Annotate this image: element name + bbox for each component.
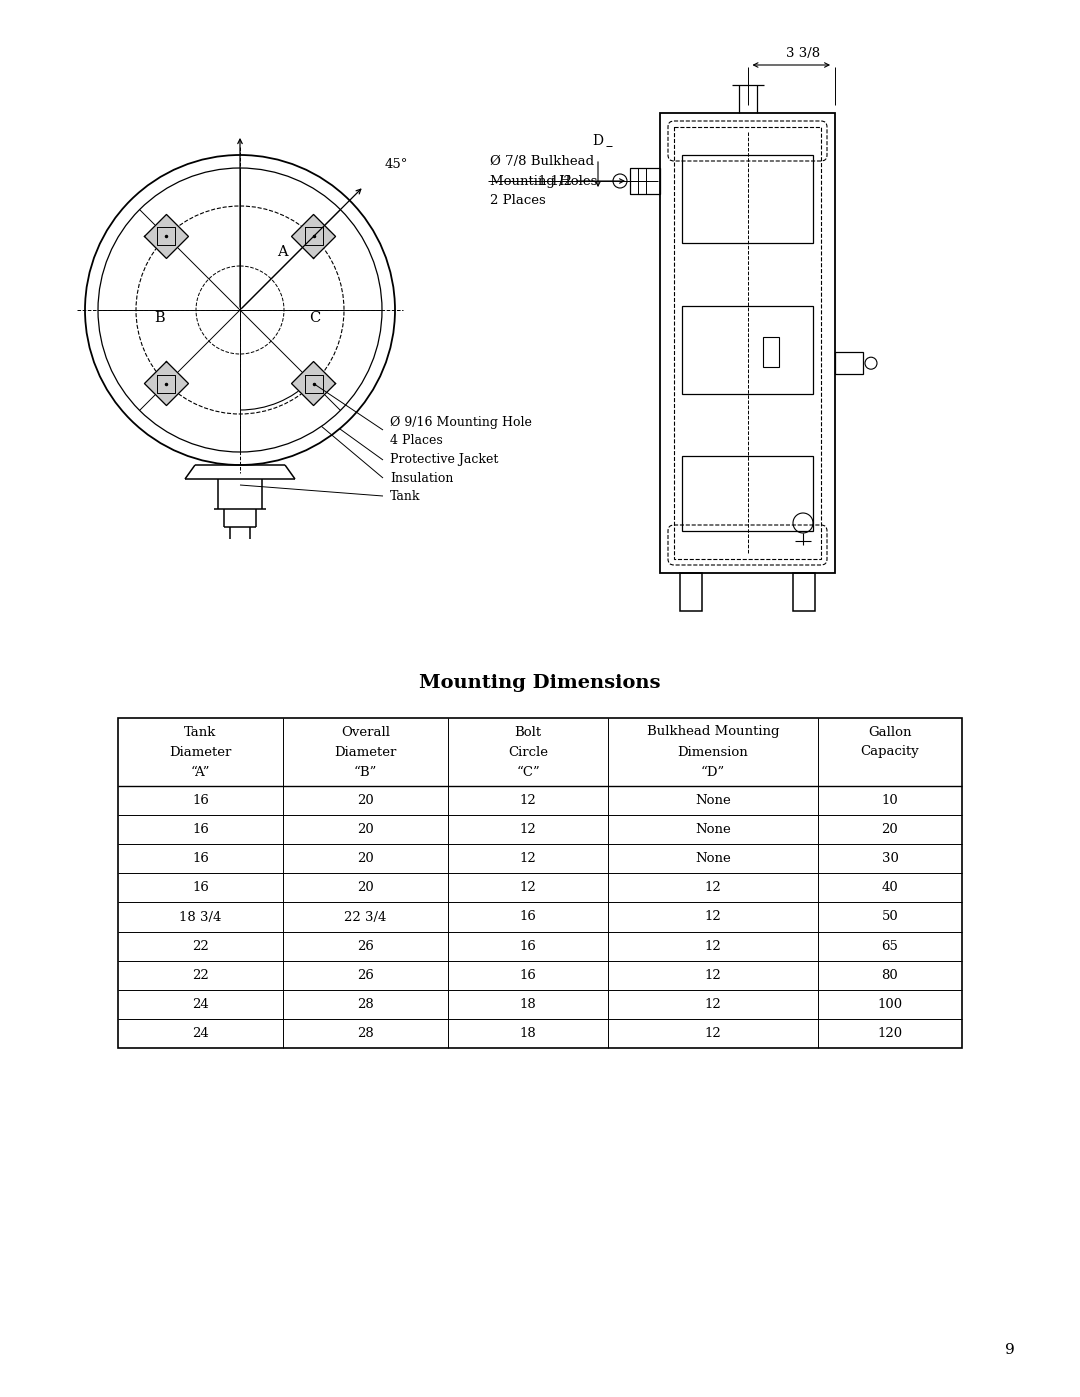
Text: 28: 28 bbox=[357, 1027, 374, 1039]
Text: 26: 26 bbox=[357, 968, 374, 982]
Text: 120: 120 bbox=[877, 1027, 903, 1039]
Text: 30: 30 bbox=[881, 852, 899, 865]
Text: 16: 16 bbox=[519, 940, 537, 953]
Text: 12: 12 bbox=[704, 1027, 721, 1039]
Polygon shape bbox=[145, 362, 189, 405]
Text: “C”: “C” bbox=[516, 766, 540, 778]
Text: Protective Jacket: Protective Jacket bbox=[390, 454, 498, 467]
Text: 22 3/4: 22 3/4 bbox=[345, 911, 387, 923]
Polygon shape bbox=[292, 362, 336, 405]
Text: 16: 16 bbox=[192, 823, 208, 837]
Text: 26: 26 bbox=[357, 940, 374, 953]
Text: 18 3/4: 18 3/4 bbox=[179, 911, 221, 923]
Text: 4 Places: 4 Places bbox=[390, 433, 443, 447]
Text: None: None bbox=[696, 852, 731, 865]
Text: 16: 16 bbox=[192, 882, 208, 894]
Text: “A”: “A” bbox=[191, 766, 211, 778]
Bar bbox=[681, 455, 813, 531]
Text: 9: 9 bbox=[1005, 1343, 1015, 1356]
Text: None: None bbox=[696, 793, 731, 807]
Text: D: D bbox=[593, 134, 604, 148]
Text: Ø 7/8 Bulkhead: Ø 7/8 Bulkhead bbox=[490, 155, 594, 168]
Text: Ø 9/16 Mounting Hole: Ø 9/16 Mounting Hole bbox=[390, 415, 531, 429]
Text: 20: 20 bbox=[357, 823, 374, 837]
Bar bbox=[835, 352, 863, 374]
Text: Tank: Tank bbox=[185, 725, 217, 739]
Bar bbox=[681, 306, 813, 394]
Bar bbox=[660, 113, 835, 573]
Text: 28: 28 bbox=[357, 997, 374, 1011]
Text: 16: 16 bbox=[192, 852, 208, 865]
Text: 24: 24 bbox=[192, 1027, 208, 1039]
Bar bbox=[674, 127, 821, 559]
Text: Bulkhead Mounting: Bulkhead Mounting bbox=[647, 725, 780, 739]
Text: Gallon: Gallon bbox=[868, 725, 912, 739]
Text: 16: 16 bbox=[519, 911, 537, 923]
Text: Bolt: Bolt bbox=[514, 725, 541, 739]
Text: B: B bbox=[154, 312, 165, 326]
Text: 3 3/8: 3 3/8 bbox=[786, 46, 821, 60]
Text: 16: 16 bbox=[519, 968, 537, 982]
Text: C: C bbox=[309, 312, 321, 326]
Text: 45°: 45° bbox=[384, 158, 408, 172]
Text: 18: 18 bbox=[519, 1027, 537, 1039]
Text: 1 1/2: 1 1/2 bbox=[538, 175, 572, 187]
Text: 20: 20 bbox=[357, 793, 374, 807]
Text: Diameter: Diameter bbox=[170, 746, 232, 759]
Text: 65: 65 bbox=[881, 940, 899, 953]
Text: 50: 50 bbox=[881, 911, 899, 923]
Text: 20: 20 bbox=[357, 882, 374, 894]
Text: “D”: “D” bbox=[701, 766, 725, 778]
Text: 80: 80 bbox=[881, 968, 899, 982]
Polygon shape bbox=[292, 215, 336, 258]
Text: 20: 20 bbox=[357, 852, 374, 865]
Text: Mounting Dimensions: Mounting Dimensions bbox=[419, 673, 661, 692]
Text: 22: 22 bbox=[192, 968, 208, 982]
Text: 12: 12 bbox=[519, 852, 537, 865]
Text: 100: 100 bbox=[877, 997, 903, 1011]
Text: Diameter: Diameter bbox=[335, 746, 396, 759]
Text: A: A bbox=[276, 244, 287, 258]
Bar bbox=[118, 718, 962, 1048]
Text: 24: 24 bbox=[192, 997, 208, 1011]
Text: 40: 40 bbox=[881, 882, 899, 894]
Polygon shape bbox=[145, 215, 189, 258]
Text: 12: 12 bbox=[704, 911, 721, 923]
Text: 12: 12 bbox=[704, 882, 721, 894]
Bar bbox=[680, 573, 702, 610]
Text: Insulation: Insulation bbox=[390, 472, 454, 485]
Text: Mounting Holes: Mounting Holes bbox=[490, 175, 597, 187]
Text: Tank: Tank bbox=[390, 489, 420, 503]
Text: 12: 12 bbox=[519, 882, 537, 894]
Text: Overall: Overall bbox=[341, 725, 390, 739]
Bar bbox=[793, 573, 815, 610]
Text: None: None bbox=[696, 823, 731, 837]
Text: 22: 22 bbox=[192, 940, 208, 953]
Text: 12: 12 bbox=[704, 997, 721, 1011]
Text: Circle: Circle bbox=[508, 746, 548, 759]
Text: “B”: “B” bbox=[354, 766, 377, 778]
Text: Dimension: Dimension bbox=[677, 746, 748, 759]
Text: 16: 16 bbox=[192, 793, 208, 807]
Bar bbox=[630, 168, 660, 194]
Text: 10: 10 bbox=[881, 793, 899, 807]
Bar bbox=[764, 337, 779, 367]
Text: 12: 12 bbox=[704, 940, 721, 953]
Text: 20: 20 bbox=[881, 823, 899, 837]
Text: Capacity: Capacity bbox=[861, 746, 919, 759]
Text: 12: 12 bbox=[704, 968, 721, 982]
Bar bbox=[681, 155, 813, 243]
Text: 12: 12 bbox=[519, 823, 537, 837]
Text: 2 Places: 2 Places bbox=[490, 194, 545, 208]
Text: 18: 18 bbox=[519, 997, 537, 1011]
Text: 12: 12 bbox=[519, 793, 537, 807]
